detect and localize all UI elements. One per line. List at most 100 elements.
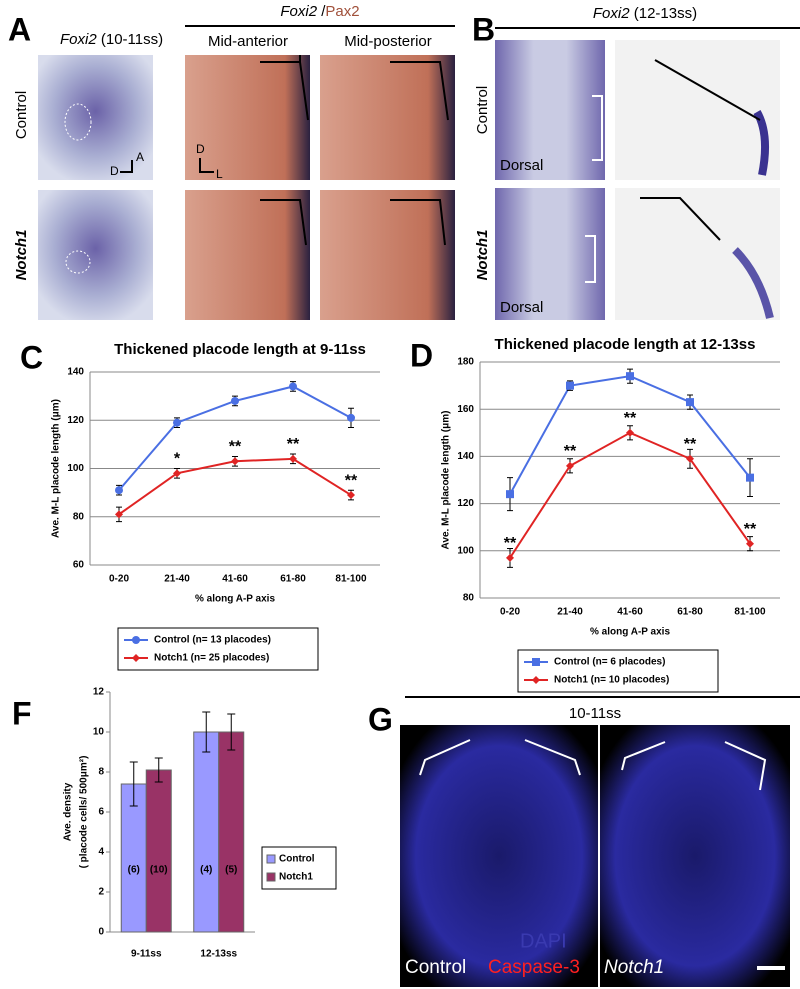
significance: * bbox=[174, 451, 181, 468]
bar bbox=[193, 731, 220, 933]
point bbox=[746, 539, 754, 548]
point bbox=[626, 372, 634, 381]
x-axis-title: % along A-P axis bbox=[590, 627, 670, 638]
point bbox=[686, 454, 694, 463]
bracket bbox=[260, 199, 307, 246]
section-image bbox=[320, 55, 455, 180]
legend-marker bbox=[132, 636, 140, 644]
point bbox=[173, 418, 181, 427]
y-axis-title: ( placode cells/ 500μm²) bbox=[79, 756, 90, 869]
point bbox=[566, 461, 574, 470]
x-tick-label: 41-60 bbox=[617, 607, 643, 618]
chart-title: Thickened placode length at 12-13ss bbox=[495, 336, 756, 353]
legend-swatch bbox=[266, 854, 276, 864]
n-label: (10) bbox=[150, 865, 168, 876]
point bbox=[566, 381, 574, 390]
axis-label: D bbox=[110, 164, 119, 178]
panel-letter: C bbox=[20, 339, 43, 375]
y-axis-title: Ave. M-L placode length (μm) bbox=[51, 399, 62, 538]
y-tick-label: 4 bbox=[98, 847, 104, 858]
stain bbox=[753, 110, 769, 176]
image-title: Foxi2 (12-13ss) bbox=[593, 5, 697, 22]
bracket bbox=[419, 739, 581, 776]
bracket bbox=[654, 59, 761, 121]
x-tick-label: 21-40 bbox=[164, 574, 190, 585]
error-bar bbox=[202, 711, 211, 753]
legend-label: Control (n= 13 placodes) bbox=[154, 635, 271, 646]
y-tick-label: 0 bbox=[98, 927, 104, 938]
gene: Foxi2 bbox=[60, 31, 97, 48]
dorsal-image bbox=[495, 40, 605, 180]
axis-label: L bbox=[216, 167, 223, 181]
y-tick-label: 120 bbox=[457, 498, 474, 509]
point bbox=[115, 486, 123, 495]
y-tick-label: 160 bbox=[457, 404, 474, 415]
panel-letter: A bbox=[8, 11, 31, 47]
point bbox=[173, 469, 181, 478]
panel-letter: G bbox=[368, 701, 393, 737]
legend-swatch bbox=[266, 872, 276, 882]
panel-letter: B bbox=[472, 11, 495, 47]
x-tick-label: 0-20 bbox=[109, 574, 129, 585]
x-axis-title: % along A-P axis bbox=[195, 594, 275, 605]
y-axis-title: Ave. M-L placode length (μm) bbox=[441, 411, 452, 550]
x-tick-label: 81-100 bbox=[335, 574, 367, 585]
bracket bbox=[260, 55, 309, 121]
point bbox=[626, 428, 634, 437]
point bbox=[289, 382, 297, 391]
series-line bbox=[509, 431, 751, 559]
point bbox=[506, 490, 514, 499]
panel-letter: D bbox=[410, 337, 433, 373]
gene: Foxi2 bbox=[280, 3, 317, 20]
legend-label: Control (n= 6 placodes) bbox=[554, 657, 665, 668]
image-title: 10-11ss bbox=[569, 705, 621, 722]
point bbox=[115, 510, 123, 519]
n-label: (4) bbox=[200, 865, 212, 876]
fluorescence-image bbox=[600, 725, 790, 987]
stain-label: Notch1 bbox=[604, 957, 664, 978]
y-tick-label: 100 bbox=[67, 463, 84, 474]
view-label: Dorsal bbox=[500, 157, 543, 174]
gene: Foxi2 bbox=[593, 5, 630, 22]
legend-label: Notch1 (n= 10 placodes) bbox=[554, 675, 669, 686]
bracket bbox=[592, 95, 603, 161]
bracket bbox=[390, 199, 446, 246]
x-tick-label: 41-60 bbox=[222, 574, 248, 585]
point bbox=[347, 491, 355, 500]
x-tick-label: 0-20 bbox=[500, 607, 520, 618]
significance: ** bbox=[504, 535, 517, 552]
embryo-image bbox=[38, 190, 153, 320]
y-tick-label: 80 bbox=[73, 511, 85, 522]
section-image bbox=[320, 190, 455, 320]
legend-label: Notch1 (n= 25 placodes) bbox=[154, 653, 269, 664]
point bbox=[686, 398, 694, 407]
x-tick-label: 12-13ss bbox=[200, 949, 237, 960]
legend-box bbox=[517, 649, 719, 693]
y-tick-label: 6 bbox=[98, 807, 104, 818]
image-title: Foxi2 (10-11ss) bbox=[60, 31, 163, 48]
column-label: Mid-anterior bbox=[208, 33, 288, 50]
legend-marker bbox=[132, 654, 140, 662]
axis-label: D bbox=[196, 142, 205, 156]
point bbox=[289, 454, 297, 463]
row-label: Control bbox=[13, 91, 30, 139]
bracket bbox=[390, 61, 449, 121]
error-bar bbox=[129, 761, 138, 807]
marker: Pax2 bbox=[325, 3, 359, 20]
legend-box bbox=[117, 627, 319, 671]
significance: ** bbox=[624, 410, 637, 427]
fluorescence-image bbox=[400, 725, 598, 987]
error-bar bbox=[227, 713, 236, 751]
axis-label: A bbox=[136, 150, 144, 164]
section-image bbox=[185, 190, 310, 320]
stage: (12-13ss) bbox=[634, 5, 697, 22]
axis-glyph bbox=[199, 158, 214, 173]
row-label: Control bbox=[474, 86, 491, 134]
axis-glyph bbox=[120, 160, 133, 173]
bracket bbox=[585, 235, 596, 283]
y-axis-title: Ave. density bbox=[63, 782, 74, 841]
bar bbox=[218, 731, 245, 933]
significance: ** bbox=[287, 436, 300, 453]
chart-title: Thickened placode length at 9-11ss bbox=[114, 341, 366, 358]
